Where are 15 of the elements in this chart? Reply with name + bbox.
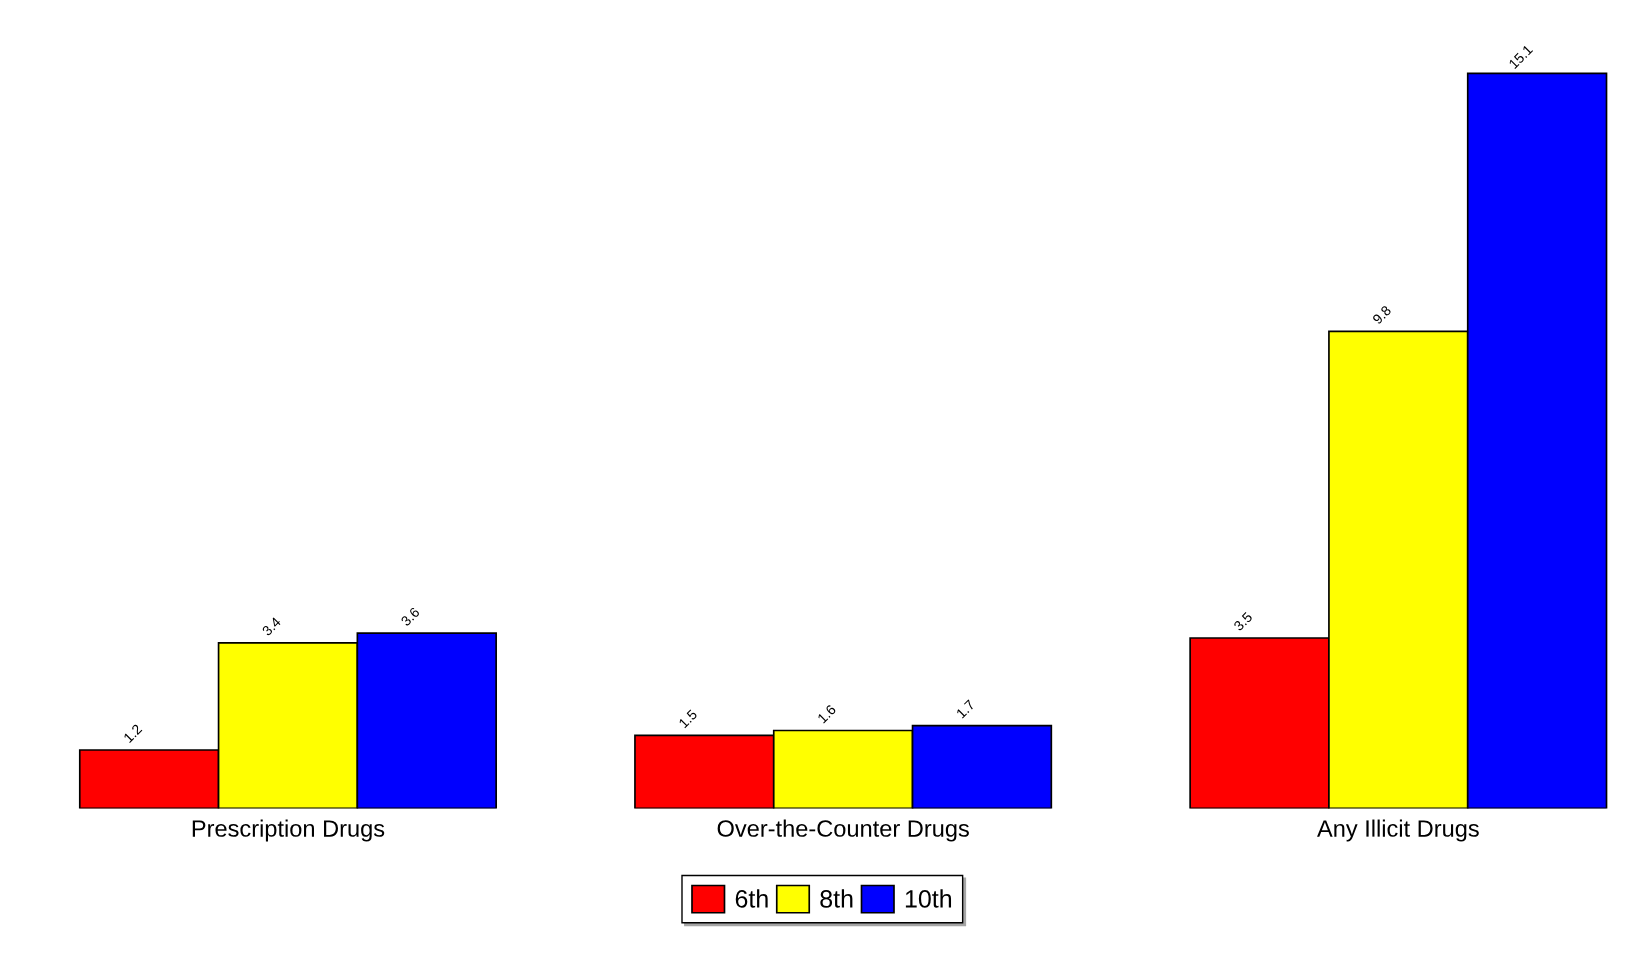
data-label: 3.4 [261, 616, 282, 637]
data-label: 3.6 [400, 606, 421, 627]
data-label: 1.7 [955, 699, 976, 719]
data-label: 1.6 [817, 704, 837, 724]
data-label: 1.2 [123, 723, 143, 743]
data-label: 1.5 [678, 709, 698, 729]
legend-label: 8th [820, 889, 853, 908]
x-tick-label: Any Illicit Drugs [1317, 819, 1479, 842]
x-tick-label: Over-the-Counter Drugs [717, 819, 969, 842]
legend-label: 10th [905, 889, 952, 908]
data-label: 15.1 [1508, 44, 1534, 70]
data-label: 9.8 [1371, 304, 1392, 325]
x-tick-label: Prescription Drugs [192, 819, 385, 842]
legend-label: 6th [735, 889, 768, 908]
data-label: 3.5 [1233, 611, 1253, 632]
